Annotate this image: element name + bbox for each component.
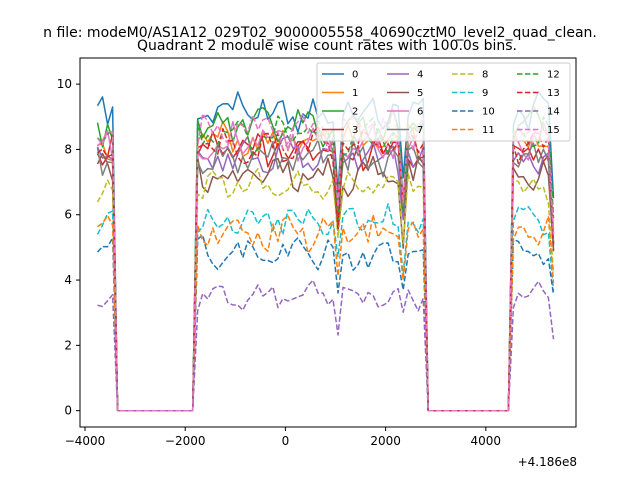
plot-area: −4000 −2000 0 2000 4000024681001234567891011… — [57, 57, 577, 448]
y-tick-label: 4 — [64, 273, 72, 287]
figure-suptitle: n file: modeM0/AS1A12_029T02_9000005558_… — [43, 25, 597, 41]
y-tick-label: 0 — [64, 404, 72, 418]
legend-box — [316, 62, 571, 142]
legend-label-7: 7 — [417, 125, 423, 136]
legend-label-2: 2 — [352, 107, 358, 118]
legend-label-12: 12 — [547, 70, 560, 81]
legend-label-11: 11 — [482, 125, 495, 136]
x-tick-label: 0 — [282, 434, 290, 448]
legend-label-9: 9 — [482, 88, 488, 99]
chart-title: Quadrant 2 module wise count rates with … — [137, 38, 517, 54]
legend-label-10: 10 — [482, 107, 495, 118]
legend-label-3: 3 — [352, 125, 358, 136]
x-offset-label: +4.186e8 — [518, 455, 577, 469]
legend-label-8: 8 — [482, 70, 488, 81]
x-tick-label: −4000 — [65, 434, 106, 448]
x-tick-label: 4000 — [471, 434, 502, 448]
legend-label-13: 13 — [547, 88, 560, 99]
series-line-4 — [96, 135, 555, 412]
series-line-9 — [96, 203, 555, 412]
legend-label-5: 5 — [417, 88, 423, 99]
series-line-14 — [97, 279, 555, 412]
y-tick-label: 2 — [64, 338, 72, 352]
legend-label-6: 6 — [417, 107, 423, 118]
legend-label-4: 4 — [417, 70, 423, 81]
legend-label-14: 14 — [547, 107, 560, 118]
axes-frame — [79, 57, 577, 428]
series-line-2 — [96, 106, 555, 412]
series-line-11 — [97, 213, 555, 412]
legend-label-15: 15 — [547, 125, 560, 136]
series-line-3 — [96, 130, 555, 412]
legend-label-1: 1 — [352, 88, 358, 99]
x-tick-label: −2000 — [165, 434, 206, 448]
y-tick-label: 6 — [64, 208, 72, 222]
series-line-7 — [96, 139, 555, 412]
x-tick-label: 2000 — [370, 434, 401, 448]
series-line-5 — [96, 152, 555, 412]
legend-label-0: 0 — [352, 70, 358, 81]
y-tick-label: 8 — [64, 142, 72, 156]
series-line-8 — [96, 168, 555, 412]
series-line-15 — [96, 107, 555, 412]
series-line-10 — [96, 234, 555, 412]
y-tick-label: 10 — [57, 77, 72, 91]
